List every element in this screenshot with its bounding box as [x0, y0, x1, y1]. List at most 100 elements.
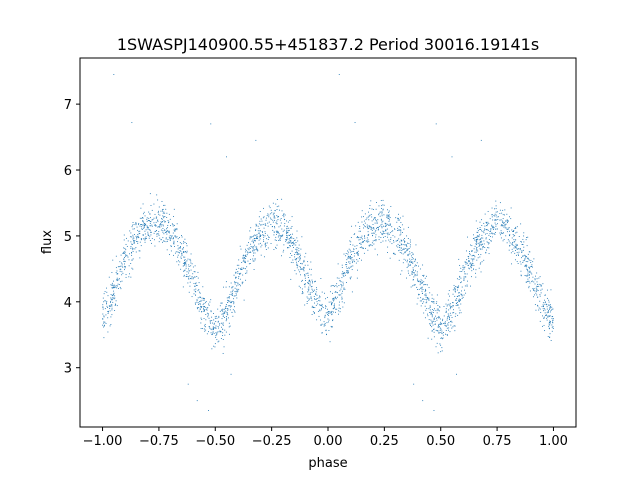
data-point: [282, 215, 284, 216]
data-point: [357, 250, 359, 252]
data-point: [452, 302, 453, 304]
data-point: [524, 265, 526, 267]
data-point: [315, 294, 317, 295]
data-point: [281, 198, 283, 200]
data-point: [279, 225, 281, 227]
data-point: [425, 275, 427, 277]
data-point: [111, 307, 113, 309]
data-point: [398, 259, 400, 261]
data-point: [537, 296, 539, 298]
data-point: [162, 208, 164, 210]
data-point: [457, 314, 459, 316]
data-point: [538, 283, 540, 285]
data-point: [356, 259, 358, 261]
data-point: [465, 292, 467, 294]
data-point: [250, 243, 252, 245]
data-point: [184, 251, 186, 252]
data-point: [185, 261, 187, 263]
data-point: [486, 233, 488, 234]
data-point: [424, 305, 426, 307]
data-point: [327, 315, 329, 316]
data-point: [279, 237, 281, 239]
data-point: [136, 240, 137, 242]
data-point: [290, 242, 292, 244]
data-point: [201, 311, 203, 312]
data-point: [198, 282, 200, 284]
data-point: [173, 243, 175, 245]
data-point: [200, 322, 202, 324]
data-point: [454, 295, 456, 297]
data-point: [264, 232, 266, 234]
data-point: [376, 220, 378, 222]
data-point: [411, 273, 413, 275]
data-point: [371, 232, 373, 234]
data-point: [409, 244, 411, 246]
data-point: [276, 233, 277, 235]
data-point: [156, 235, 158, 237]
data-point: [331, 314, 333, 316]
data-point: [326, 312, 328, 314]
data-point: [427, 337, 429, 339]
data-point: [349, 249, 351, 251]
data-point: [343, 275, 345, 277]
data-point: [458, 300, 460, 302]
data-point: [237, 271, 239, 272]
data-point: [299, 266, 301, 268]
data-point: [275, 230, 277, 232]
data-point: [538, 285, 540, 287]
data-point: [405, 248, 407, 249]
data-point: [120, 288, 122, 290]
data-point: [312, 311, 314, 313]
data-point: [380, 231, 382, 233]
data-point: [188, 278, 190, 280]
data-point: [112, 297, 114, 299]
data-point: [456, 286, 458, 288]
data-point: [136, 238, 137, 240]
data-point: [118, 284, 120, 286]
data-point: [284, 214, 286, 216]
data-point: [368, 241, 370, 243]
data-point: [537, 283, 538, 285]
data-point: [150, 231, 151, 233]
data-point: [153, 232, 155, 234]
data-point: [209, 301, 211, 303]
data-point: [300, 254, 301, 256]
data-point: [184, 269, 186, 271]
data-point: [545, 303, 547, 305]
data-point: [327, 318, 329, 320]
data-point: [174, 235, 176, 237]
data-point: [361, 216, 363, 218]
data-point: [116, 273, 118, 275]
data-point: [142, 203, 144, 205]
data-point: [507, 221, 508, 223]
data-point: [433, 329, 435, 330]
data-point: [222, 324, 224, 326]
data-point: [407, 255, 409, 257]
data-point: [474, 239, 476, 241]
data-point: [118, 266, 120, 268]
data-point: [412, 254, 414, 256]
data-point: [289, 237, 291, 239]
data-point: [475, 251, 477, 253]
x-tick-label: 1.00: [539, 434, 568, 449]
data-point: [162, 227, 164, 229]
data-point: [359, 242, 360, 244]
data-point: [308, 286, 310, 288]
data-point: [347, 253, 349, 255]
data-point: [318, 309, 320, 311]
data-point: [451, 327, 453, 329]
data-point: [436, 330, 438, 332]
data-point: [230, 305, 232, 307]
data-point: [407, 254, 409, 256]
data-point: [382, 230, 384, 232]
data-point: [530, 272, 532, 274]
data-point: [235, 276, 237, 278]
data-point: [404, 251, 406, 253]
data-point: [480, 241, 482, 243]
data-point: [494, 222, 496, 224]
data-point: [545, 301, 546, 303]
data-point: [204, 325, 206, 327]
data-point: [282, 234, 284, 236]
data-point: [347, 272, 349, 274]
data-point: [548, 322, 550, 324]
